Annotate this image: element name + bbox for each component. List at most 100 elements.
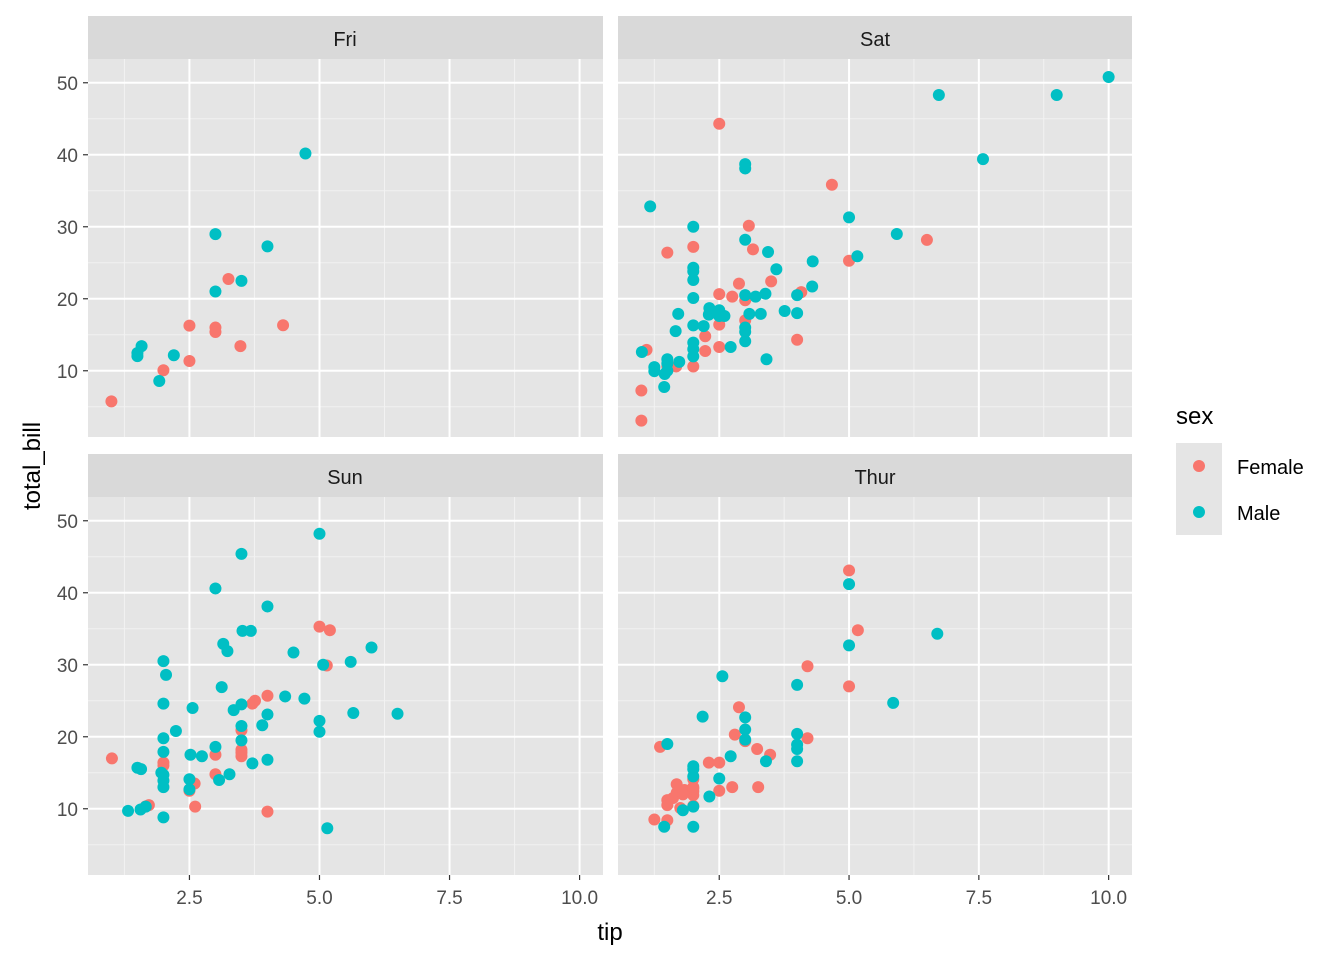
data-point-male [669,325,682,338]
data-point-male [635,346,648,359]
data-point-male [687,292,700,305]
data-point-male [739,321,752,334]
panel-background [88,497,603,875]
y-axis-ticks: 10 20 30 40 50 10 20 30 40 50 [57,74,88,821]
data-point-female [248,694,261,707]
data-point-male [1102,71,1115,83]
data-point-male [139,800,152,813]
data-point-male [760,353,773,366]
facet-strip [88,16,603,59]
data-point-male [661,353,674,366]
data-point-male [718,310,731,323]
data-point-female [635,414,648,427]
data-point-male [791,738,804,751]
data-point-female [728,728,741,741]
data-point-male [687,760,700,773]
data-point-female [801,660,814,673]
data-point-female [183,355,196,368]
data-point-male [932,89,945,101]
data-point-female [313,620,326,633]
data-point-female [851,624,864,637]
data-point-female [801,732,814,745]
data-point-male [687,800,700,813]
data-point-male [317,658,330,671]
data-point-male [791,755,804,768]
data-point-female [751,743,764,755]
data-point-female [699,345,712,358]
data-point-male [658,381,671,394]
facet-strip [618,16,1132,59]
data-point-male [687,261,700,274]
data-point-male [157,811,170,824]
data-point-male [157,655,170,668]
legend-label-male: Male [1237,503,1280,525]
data-point-male [347,707,360,719]
data-point-male [739,335,752,348]
data-point-female [713,784,726,797]
data-point-female [323,624,336,637]
data-point-female [222,272,235,285]
data-point-male [186,701,199,714]
y-tick-label: 10 [57,800,78,821]
data-point-male [246,757,259,770]
data-point-male [890,227,903,240]
data-point-male [644,200,657,213]
x-tick-label: 5.0 [836,888,862,909]
data-point-male [184,748,197,761]
data-point-male [256,719,269,732]
data-point-female [157,756,170,769]
data-point-male [759,287,772,300]
y-tick-label: 40 [57,146,78,167]
data-point-female [920,233,933,246]
data-point-male [299,147,312,160]
facet-panel-fri [88,16,603,437]
facet-strip [88,454,603,497]
data-point-male [244,624,257,637]
facet-strip-label: Thur [854,467,895,489]
data-point-female [183,319,196,332]
facet-panel-sun [88,454,603,875]
data-point-male [261,600,274,613]
legend-key-background [1176,443,1222,535]
data-point-male [851,250,864,263]
data-point-female [843,564,856,577]
data-point-female [791,333,804,346]
data-point-female [713,341,726,353]
data-point-male [391,707,404,720]
data-point-male [716,670,729,683]
data-point-male [223,768,236,781]
x-tick-label: 10.0 [1090,888,1127,909]
data-point-male [791,678,804,691]
data-point-male [687,274,700,287]
data-point-female [843,680,856,693]
data-point-male [739,711,752,724]
data-point-male [672,307,685,320]
data-point-female [261,689,274,702]
data-point-male [167,349,180,362]
data-point-male [235,274,248,287]
data-point-female [261,805,274,818]
data-point-male [673,355,686,368]
data-point-male [703,302,716,315]
data-point-male [739,158,752,171]
data-point-female [687,240,700,253]
data-point-male [157,732,170,745]
data-point-female [713,117,726,130]
data-point-female [687,360,700,373]
data-point-male [235,734,248,747]
data-point-female [713,756,726,769]
data-point-male [687,820,700,833]
data-point-female [105,395,118,408]
data-point-male [713,772,726,785]
data-point-female [661,246,674,259]
data-point-male [754,307,767,320]
data-point-female [702,756,715,769]
legend-title: sex [1176,403,1213,430]
facet-panel-thur [618,454,1132,875]
data-point-female [732,277,745,290]
x-axis-ticks: 2.5 5.0 7.5 10.0 2.5 5.0 7.5 10.0 [176,875,1127,909]
data-point-male [313,714,326,727]
data-point-male [648,361,661,374]
data-point-male [739,233,752,246]
data-point-male [169,725,182,737]
